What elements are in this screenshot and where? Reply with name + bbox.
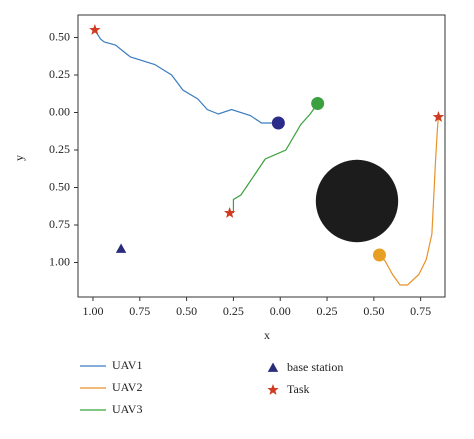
uav-position	[271, 116, 285, 130]
y-tick-label: 0.25	[49, 142, 70, 156]
legend-label: UAV2	[112, 380, 142, 394]
marker-star	[432, 111, 445, 122]
x-tick-label: 1.00	[82, 304, 103, 318]
y-axis-label: y	[12, 155, 26, 161]
legend-label: base station	[287, 360, 343, 374]
x-tick-label: 0.50	[176, 304, 197, 318]
x-tick-label: 0.25	[223, 304, 244, 318]
x-tick-label: 0.75	[129, 304, 150, 318]
uav-position	[372, 248, 386, 262]
uav-path	[94, 29, 279, 124]
legend-label: UAV1	[112, 358, 142, 372]
legend-label: UAV3	[112, 402, 142, 416]
x-tick-label: 0.75	[410, 304, 431, 318]
y-tick-label: 0.50	[49, 179, 70, 193]
y-tick-label: 0.75	[49, 217, 70, 231]
plot-frame	[77, 14, 446, 298]
marker-star	[89, 24, 101, 35]
y-tick-label: 1.00	[49, 254, 70, 268]
y-tick-label: 0.00	[49, 104, 70, 118]
legend-label: Task	[287, 382, 310, 396]
x-tick-label: 0.25	[317, 304, 338, 318]
legend-marker	[267, 362, 279, 372]
x-tick-label: 0.00	[270, 304, 291, 318]
legend-marker	[267, 384, 279, 395]
y-tick-label: 0.25	[49, 67, 70, 81]
uav-path	[379, 116, 440, 286]
uav-path	[232, 103, 319, 213]
uav-position	[311, 97, 325, 110]
x-tick-label: 0.50	[363, 304, 384, 318]
marker-triangle	[115, 243, 127, 253]
obstacle	[315, 159, 399, 243]
x-axis-label: x	[264, 328, 270, 342]
marker-star	[224, 207, 236, 218]
y-tick-label: 0.50	[49, 29, 70, 43]
